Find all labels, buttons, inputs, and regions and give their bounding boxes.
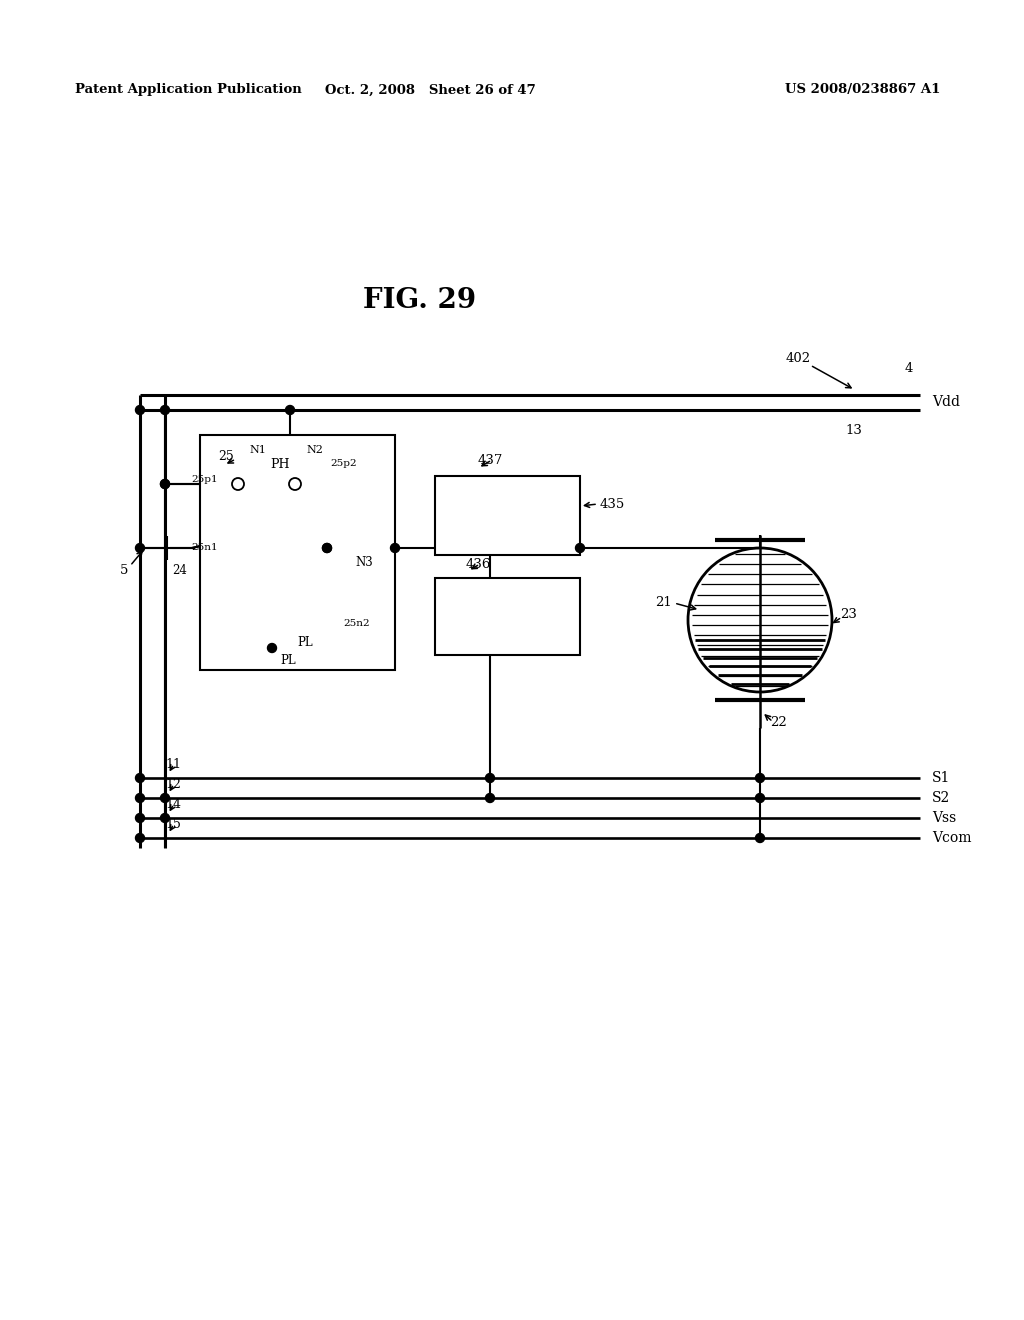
- Circle shape: [390, 544, 399, 553]
- Text: 25p1: 25p1: [191, 474, 218, 483]
- Circle shape: [161, 479, 170, 488]
- Circle shape: [135, 774, 144, 783]
- Circle shape: [485, 774, 495, 783]
- Circle shape: [575, 544, 585, 553]
- Text: 14: 14: [165, 797, 181, 810]
- Circle shape: [161, 813, 170, 822]
- Text: PL: PL: [297, 635, 313, 648]
- Text: Vcom: Vcom: [932, 832, 972, 845]
- Circle shape: [756, 793, 765, 803]
- Text: 437: 437: [477, 454, 503, 467]
- Text: 13: 13: [845, 424, 862, 437]
- Text: 402: 402: [785, 351, 811, 364]
- Circle shape: [135, 813, 144, 822]
- Text: 4: 4: [905, 362, 913, 375]
- Text: 22: 22: [770, 715, 786, 729]
- Text: 435: 435: [600, 498, 626, 511]
- Text: 11: 11: [165, 758, 181, 771]
- Text: 15: 15: [165, 817, 181, 830]
- Circle shape: [135, 405, 144, 414]
- Bar: [200, 436, 395, 671]
- Text: N3: N3: [355, 557, 373, 569]
- Text: 25p2: 25p2: [330, 459, 356, 469]
- Text: 12: 12: [165, 777, 181, 791]
- Circle shape: [161, 405, 170, 414]
- Text: N1: N1: [250, 445, 266, 455]
- Text: 25n2: 25n2: [343, 619, 370, 627]
- Circle shape: [161, 479, 170, 488]
- Text: 25: 25: [218, 450, 233, 463]
- Circle shape: [161, 793, 170, 803]
- Circle shape: [135, 833, 144, 842]
- Circle shape: [267, 644, 276, 652]
- Text: 25n1: 25n1: [191, 544, 218, 553]
- Text: Vss: Vss: [932, 810, 956, 825]
- Text: S1: S1: [932, 771, 950, 785]
- Text: S2: S2: [932, 791, 950, 805]
- Circle shape: [135, 544, 144, 553]
- Circle shape: [756, 833, 765, 842]
- Text: 21: 21: [655, 595, 672, 609]
- Circle shape: [286, 405, 295, 414]
- Text: PL: PL: [280, 653, 296, 667]
- Text: N2: N2: [306, 445, 324, 455]
- Text: 24: 24: [173, 564, 187, 577]
- Text: US 2008/0238867 A1: US 2008/0238867 A1: [784, 83, 940, 96]
- Text: Oct. 2, 2008   Sheet 26 of 47: Oct. 2, 2008 Sheet 26 of 47: [325, 83, 536, 96]
- Text: 436: 436: [465, 557, 490, 570]
- Bar: [435, 477, 580, 554]
- Text: Patent Application Publication: Patent Application Publication: [75, 83, 302, 96]
- Text: 23: 23: [840, 609, 857, 622]
- Text: FIG. 29: FIG. 29: [364, 286, 476, 314]
- Text: 5: 5: [120, 564, 128, 577]
- Text: Vdd: Vdd: [932, 395, 961, 409]
- Circle shape: [323, 544, 332, 553]
- Bar: [435, 578, 580, 655]
- Circle shape: [323, 544, 332, 553]
- Circle shape: [135, 793, 144, 803]
- Circle shape: [756, 774, 765, 783]
- Text: PH: PH: [270, 458, 290, 471]
- Circle shape: [485, 793, 495, 803]
